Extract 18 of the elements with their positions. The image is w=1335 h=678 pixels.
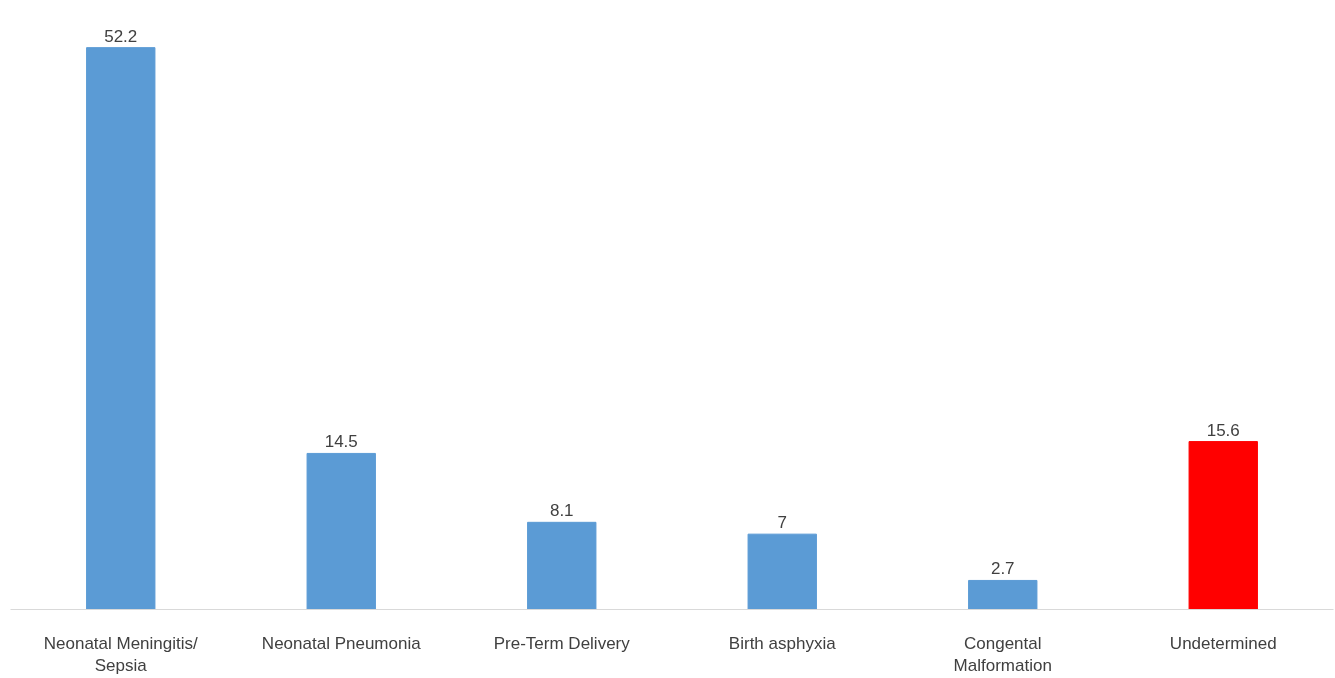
data-label: 52.2 [104, 26, 138, 46]
data-label: 7 [777, 513, 787, 533]
bar [527, 521, 597, 610]
x-tick-label: Congental Malformation [953, 633, 1052, 676]
bar [747, 533, 817, 610]
x-tick-label: Neonatal Meningitis/ Sepsia [43, 633, 199, 676]
x-tick-label: Pre-Term Delivery [493, 633, 631, 653]
x-tick-label: Undetermined [1169, 633, 1277, 653]
bar [86, 47, 156, 610]
x-tick-label: Birth asphyxia [728, 633, 837, 653]
bar [1188, 441, 1258, 610]
data-label: 14.5 [324, 432, 358, 452]
data-label: 2.7 [990, 559, 1015, 579]
data-label: 15.6 [1206, 420, 1240, 440]
bar [306, 452, 376, 610]
data-label: 8.1 [549, 501, 574, 521]
x-tick-label: Neonatal Pneumonia [261, 633, 422, 653]
bar [968, 579, 1038, 610]
